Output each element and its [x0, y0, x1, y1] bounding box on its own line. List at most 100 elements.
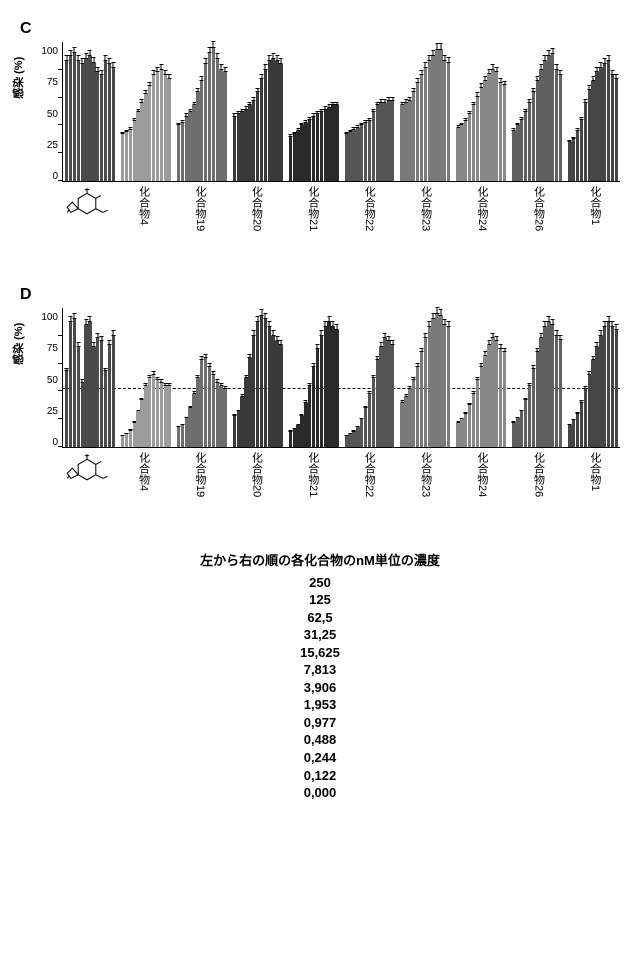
bar [192, 105, 195, 181]
bar [144, 386, 147, 447]
bar [188, 112, 191, 181]
bar [460, 419, 463, 447]
bar [271, 336, 274, 447]
bar [491, 70, 494, 181]
bar [424, 68, 427, 181]
bar [400, 105, 403, 181]
bar [104, 61, 107, 181]
bar [136, 112, 139, 181]
bar [125, 132, 128, 181]
bar [460, 125, 463, 181]
bar [428, 327, 431, 447]
bar [520, 120, 523, 181]
y-tick: 75 [47, 77, 58, 88]
bar [185, 117, 188, 181]
bar [279, 64, 282, 181]
bar [599, 336, 602, 447]
bar [264, 319, 267, 447]
bar [360, 125, 363, 181]
bar [223, 389, 226, 447]
bar [219, 386, 222, 447]
bar [100, 341, 103, 447]
bar [69, 56, 72, 181]
bar [73, 53, 76, 181]
bar [81, 64, 84, 181]
x-label: 化合物22 [344, 452, 394, 512]
bar [320, 112, 323, 181]
bar [495, 72, 498, 181]
conc-value: 3,906 [20, 679, 620, 697]
y-axis-label: 感染 (%) [10, 323, 26, 365]
bar [136, 411, 139, 447]
bar [615, 330, 618, 447]
bar [96, 72, 99, 181]
bar [160, 383, 163, 447]
bar [84, 59, 87, 181]
bar [431, 319, 434, 447]
x-label: 化合物1 [570, 452, 620, 512]
bar [256, 92, 259, 181]
x-label: 化合物21 [288, 186, 338, 246]
y-tick: 25 [47, 140, 58, 151]
bar [293, 134, 296, 181]
bar-group [400, 42, 450, 181]
bar [289, 137, 292, 181]
bar [96, 338, 99, 447]
conc-value: 0,122 [20, 767, 620, 785]
bar [412, 380, 415, 447]
bar [464, 414, 467, 447]
bar [316, 114, 319, 181]
bar [65, 371, 68, 447]
bar [360, 419, 363, 447]
bar [480, 367, 483, 447]
bar [304, 403, 307, 447]
bar [499, 83, 502, 181]
bar [327, 108, 330, 181]
bar [447, 327, 450, 447]
bar [268, 327, 271, 447]
bar-group [121, 308, 171, 447]
bar [424, 338, 427, 447]
bar [312, 367, 315, 447]
bar [77, 61, 80, 181]
bar [275, 341, 278, 447]
x-labels: 化合物4化合物19化合物20化合物21化合物22化合物23化合物24化合物26化… [62, 186, 620, 246]
bar [160, 70, 163, 181]
bar [439, 50, 442, 181]
bar [181, 425, 184, 447]
bar [324, 327, 327, 447]
x-label: 化合物23 [400, 186, 450, 246]
bar [140, 103, 143, 181]
bar [204, 358, 207, 447]
bar [156, 72, 159, 181]
bar [219, 70, 222, 181]
y-tick: 75 [47, 343, 58, 354]
bar [177, 427, 180, 447]
bar [237, 411, 240, 447]
bar [468, 114, 471, 181]
bar [73, 319, 76, 447]
bar [379, 103, 382, 181]
plot-area [62, 42, 620, 182]
bar [580, 403, 583, 447]
chart: 感染 (%)1007550250 [30, 308, 620, 448]
bar [368, 121, 371, 181]
bar [503, 85, 506, 181]
bar [188, 408, 191, 447]
bar [404, 397, 407, 447]
bar [476, 97, 479, 182]
x-label: 化合物20 [231, 452, 281, 512]
bar-group [177, 308, 227, 447]
bar [532, 369, 535, 447]
bar [200, 81, 203, 181]
bar [591, 81, 594, 181]
bar [331, 327, 334, 447]
bar-group [289, 42, 339, 181]
conc-value: 62,5 [20, 609, 620, 627]
bar [431, 56, 434, 181]
bar [112, 336, 115, 447]
bar-group [512, 308, 562, 447]
conc-value: 0,244 [20, 749, 620, 767]
bar [464, 121, 467, 181]
x-label-molecule [62, 186, 112, 246]
